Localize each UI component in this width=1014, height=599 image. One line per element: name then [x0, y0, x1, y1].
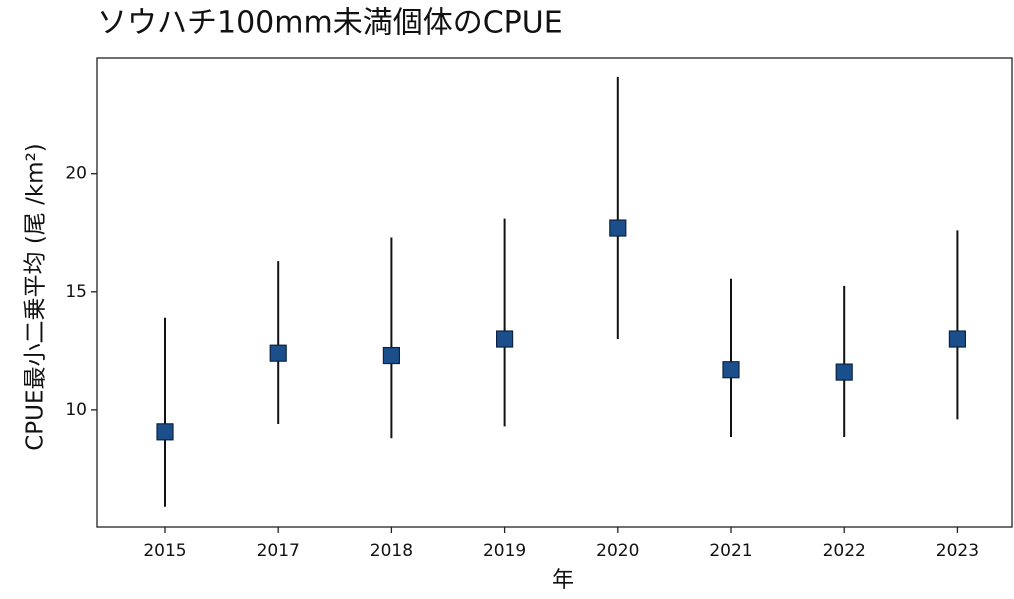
- point: [496, 330, 514, 348]
- x-tick-label: 2019: [483, 541, 526, 561]
- point: [269, 344, 287, 362]
- plot-frame: [96, 57, 1013, 528]
- chart-title: ソウハチ100mm未満個体のCPUE: [97, 6, 563, 41]
- x-tick-label: 2015: [143, 541, 186, 561]
- x-tick-label: 2021: [709, 541, 752, 561]
- x-tick-label: 2023: [936, 541, 979, 561]
- point: [156, 423, 174, 441]
- x-tick-label: 2022: [823, 541, 866, 561]
- y-tick-label: 20: [65, 164, 87, 184]
- point: [835, 363, 853, 381]
- y-tick-label: 10: [65, 400, 87, 420]
- x-axis-label: 年: [552, 568, 574, 593]
- point: [609, 219, 627, 237]
- point: [948, 330, 967, 348]
- y-axis-label: CPUE最小二乗平均 (尾 /km²): [23, 143, 49, 451]
- point: [382, 346, 400, 365]
- point: [722, 361, 740, 379]
- x-tick-label: 2018: [370, 541, 413, 561]
- x-tick-label: 2020: [596, 541, 639, 561]
- y-tick-label: 15: [65, 282, 87, 302]
- x-tick-label: 2017: [257, 541, 300, 561]
